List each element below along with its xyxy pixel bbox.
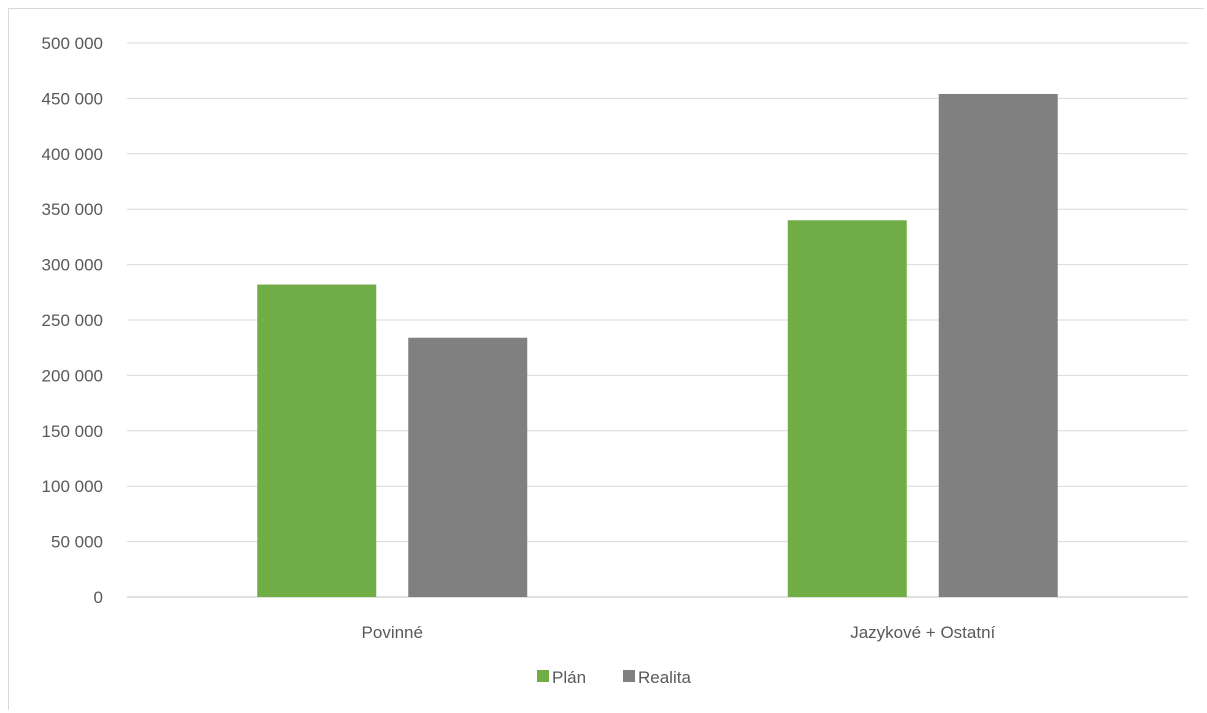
bars — [257, 93, 1058, 597]
legend-label-plán: Plán — [552, 668, 586, 687]
legend-swatch-plán — [537, 670, 549, 682]
y-tick-label: 150 000 — [42, 422, 103, 441]
x-tick-label: Jazykové + Ostatní — [850, 623, 995, 642]
y-tick-label: 200 000 — [42, 366, 103, 385]
bar-realita — [408, 337, 528, 597]
bar-plán — [787, 220, 907, 597]
y-tick-label: 50 000 — [51, 533, 103, 552]
legend: Plán Realita — [537, 668, 691, 687]
y-tick-label: 350 000 — [42, 200, 103, 219]
x-tick-label: Povinné — [362, 623, 423, 642]
bar-plán — [257, 284, 377, 597]
y-tick-label: 100 000 — [42, 477, 103, 496]
y-tick-label: 450 000 — [42, 89, 103, 108]
chart-frame — [8, 8, 1204, 710]
legend-label-realita: Realita — [638, 668, 691, 687]
y-tick-label: 0 — [94, 588, 103, 607]
y-tick-label: 250 000 — [42, 311, 103, 330]
legend-swatch-realita — [623, 670, 635, 682]
y-tick-label: 300 000 — [42, 256, 103, 275]
y-axis-ticks: 0 50 000 100 000 150 000 200 000 250 000 300 0… — [42, 34, 103, 607]
x-axis-ticks: Povinné Jazykové + Ostatní — [362, 623, 996, 642]
bar-realita — [938, 93, 1058, 597]
y-tick-label: 500 000 — [42, 34, 103, 53]
y-tick-label: 400 000 — [42, 145, 103, 164]
